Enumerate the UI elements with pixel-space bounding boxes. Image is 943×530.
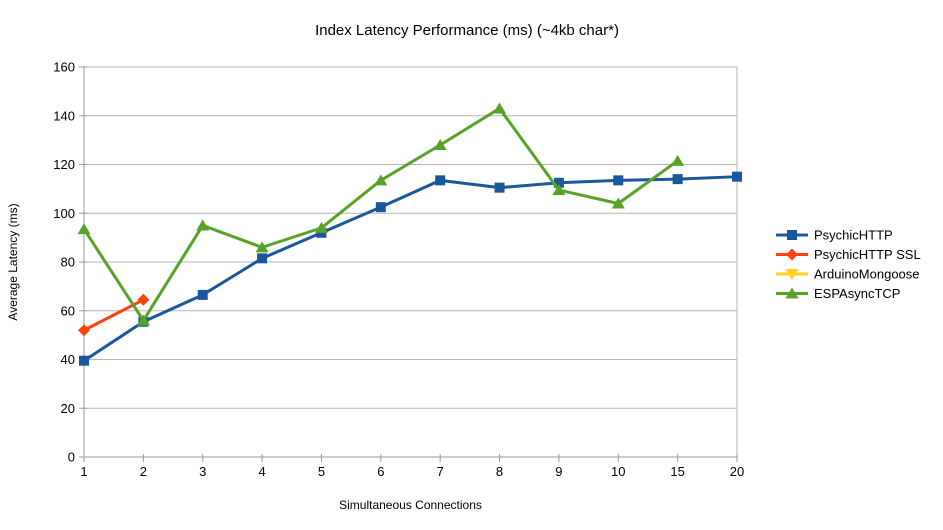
series-psychichttp-marker — [435, 175, 446, 186]
square-icon — [787, 230, 797, 240]
y-tick-label: 100 — [53, 206, 75, 221]
series-espasynctcp-marker — [611, 197, 625, 209]
x-tick-label: 5 — [318, 464, 325, 479]
legend-label: PsychicHTTP — [814, 228, 893, 243]
x-tick-label: 9 — [555, 464, 562, 479]
series-espasynctcp-line — [82, 106, 679, 322]
triangle-down-icon — [785, 269, 799, 280]
series-espasynctcp-marker — [433, 139, 447, 150]
y-tick-label: 140 — [53, 108, 75, 123]
series-psychichttp-marker — [494, 182, 505, 193]
series-psychichttp-line — [83, 175, 738, 362]
y-tick-label: 40 — [61, 352, 75, 367]
legend-item-psychichttp-ssl: PsychicHTTP SSL — [776, 247, 921, 262]
series-psychichttp-ssl-marker — [137, 293, 150, 306]
y-tick-label: 80 — [61, 255, 75, 270]
x-axis-title: Simultaneous Connections — [339, 498, 482, 512]
legend-item-psychichttp: PsychicHTTP — [776, 228, 893, 243]
series-psychichttp-marker — [613, 175, 624, 186]
series-espasynctcp-marker — [196, 219, 210, 231]
x-tick-label: 1 — [80, 464, 87, 479]
x-tick-label: 4 — [258, 464, 265, 479]
x-tick-label: 6 — [377, 464, 384, 479]
y-tick-label: 0 — [68, 450, 75, 465]
x-tick-label: 15 — [670, 464, 684, 479]
x-tick-label: 7 — [437, 464, 444, 479]
series-psychichttp-marker — [553, 177, 564, 188]
diamond-icon — [786, 248, 798, 261]
y-gridlines — [84, 66, 737, 409]
series-espasynctcp-marker — [77, 223, 91, 235]
legend-label: ArduinoMongoose — [814, 267, 920, 282]
series-espasynctcp-marker — [493, 102, 507, 114]
x-tick-label: 10 — [611, 464, 625, 479]
y-tick-labels: 0 20 40 60 80 100 120 140 160 — [53, 60, 75, 465]
x-tick-label: 8 — [496, 464, 503, 479]
legend-label: ESPAsyncTCP — [814, 286, 900, 301]
series-espasynctcp-marker — [136, 314, 150, 326]
series-psychichttp-marker — [197, 289, 208, 300]
series-psychichttp-ssl-marker — [78, 324, 90, 337]
chart-title: Index Latency Performance (ms) (~4kb cha… — [315, 22, 619, 39]
series-espasynctcp-marker — [314, 221, 328, 233]
y-tick-label: 120 — [53, 157, 75, 172]
x-tick-label: 20 — [730, 464, 744, 479]
legend-item-arduinomongoose: ArduinoMongoose — [776, 267, 920, 282]
legend: PsychicHTTP PsychicHTTP SSL ArduinoMongoos… — [776, 228, 921, 301]
y-axis-title: Average Latency (ms) — [6, 203, 20, 320]
x-tick-labels: 1 2 3 4 5 6 7 8 9 10 15 20 — [80, 464, 744, 479]
y-tick-label: 160 — [53, 60, 75, 75]
series-espasynctcp-marker — [671, 154, 685, 166]
series-psychichttp — [79, 171, 742, 366]
series-psychichttp-marker — [375, 202, 386, 213]
y-tick-label: 20 — [61, 401, 75, 416]
x-tick-label: 3 — [199, 464, 206, 479]
y-tick-label: 60 — [61, 303, 75, 318]
series-psychichttp-marker — [257, 253, 268, 264]
series-espasynctcp — [77, 102, 685, 326]
legend-item-espasynctcp: ESPAsyncTCP — [776, 286, 900, 301]
series-espasynctcp-marker — [552, 184, 566, 196]
legend-label: PsychicHTTP SSL — [814, 247, 921, 262]
series-espasynctcp-marker — [255, 241, 269, 253]
series-psychichttp-marker — [732, 171, 742, 182]
series-psychichttp-marker — [672, 174, 683, 185]
series-espasynctcp-marker — [374, 174, 388, 186]
series-psychichttp-marker — [79, 355, 89, 366]
triangle-up-icon — [785, 287, 799, 299]
x-tick-label: 2 — [140, 464, 147, 479]
